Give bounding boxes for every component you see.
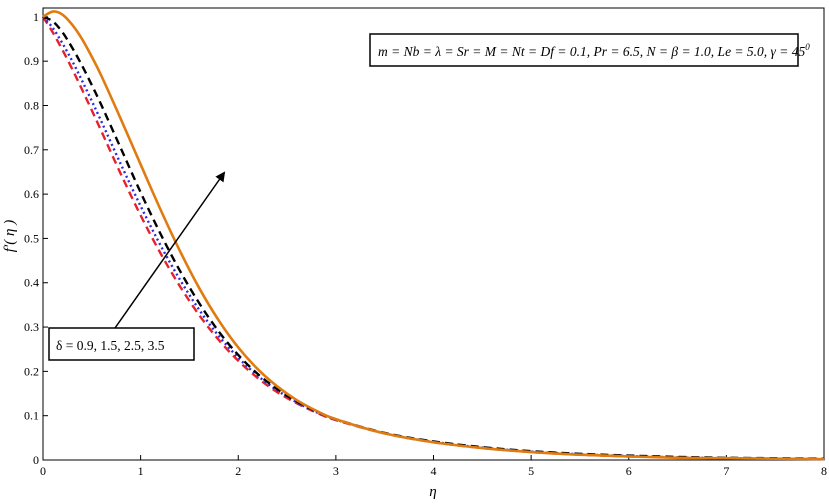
y-tick-label: 0.3 (24, 320, 39, 334)
series-lines (41, 10, 825, 461)
y-tick-label: 0 (33, 453, 39, 467)
y-tick-label: 0.1 (24, 409, 39, 423)
x-axis-label: η (429, 484, 436, 500)
y-axis-ticks: 0 0.1 0.2 0.3 0.4 0.5 0.6 0.7 0.8 0.9 1 (24, 10, 48, 467)
x-tick-label: 5 (528, 464, 534, 478)
x-tick-label: 0 (40, 464, 46, 478)
y-tick-label: 0.8 (24, 98, 39, 112)
y-tick-label: 0.5 (24, 231, 39, 245)
x-tick-label: 2 (235, 464, 241, 478)
x-tick-label: 8 (821, 464, 827, 478)
increase-arrow (114, 171, 226, 329)
y-tick-label: 0.6 (24, 187, 39, 201)
x-tick-label: 7 (723, 464, 729, 478)
delta-text: δ = 0.9, 1.5, 2.5, 3.5 (56, 338, 165, 353)
delta-box (48, 327, 195, 361)
y-axis-label: f′( η ) (2, 220, 18, 252)
x-tick-label: 3 (333, 464, 339, 478)
y-tick-label: 0.2 (24, 364, 39, 378)
parameter-text: m = Nb = λ = Sr = M = Nt = Df = 0.1, Pr … (378, 42, 810, 59)
y-tick-label: 0.4 (24, 276, 39, 290)
parameter-superscript: 0 (805, 42, 810, 52)
x-tick-label: 4 (431, 464, 437, 478)
x-tick-label: 1 (138, 464, 144, 478)
y-tick-label: 0.9 (24, 54, 39, 68)
y-tick-label: 1 (33, 10, 39, 24)
series-line-2 (42, 16, 825, 461)
series-line-4 (42, 10, 825, 461)
y-tick-label: 0.7 (24, 143, 39, 157)
x-tick-label: 6 (626, 464, 632, 478)
parameter-box (369, 33, 799, 67)
